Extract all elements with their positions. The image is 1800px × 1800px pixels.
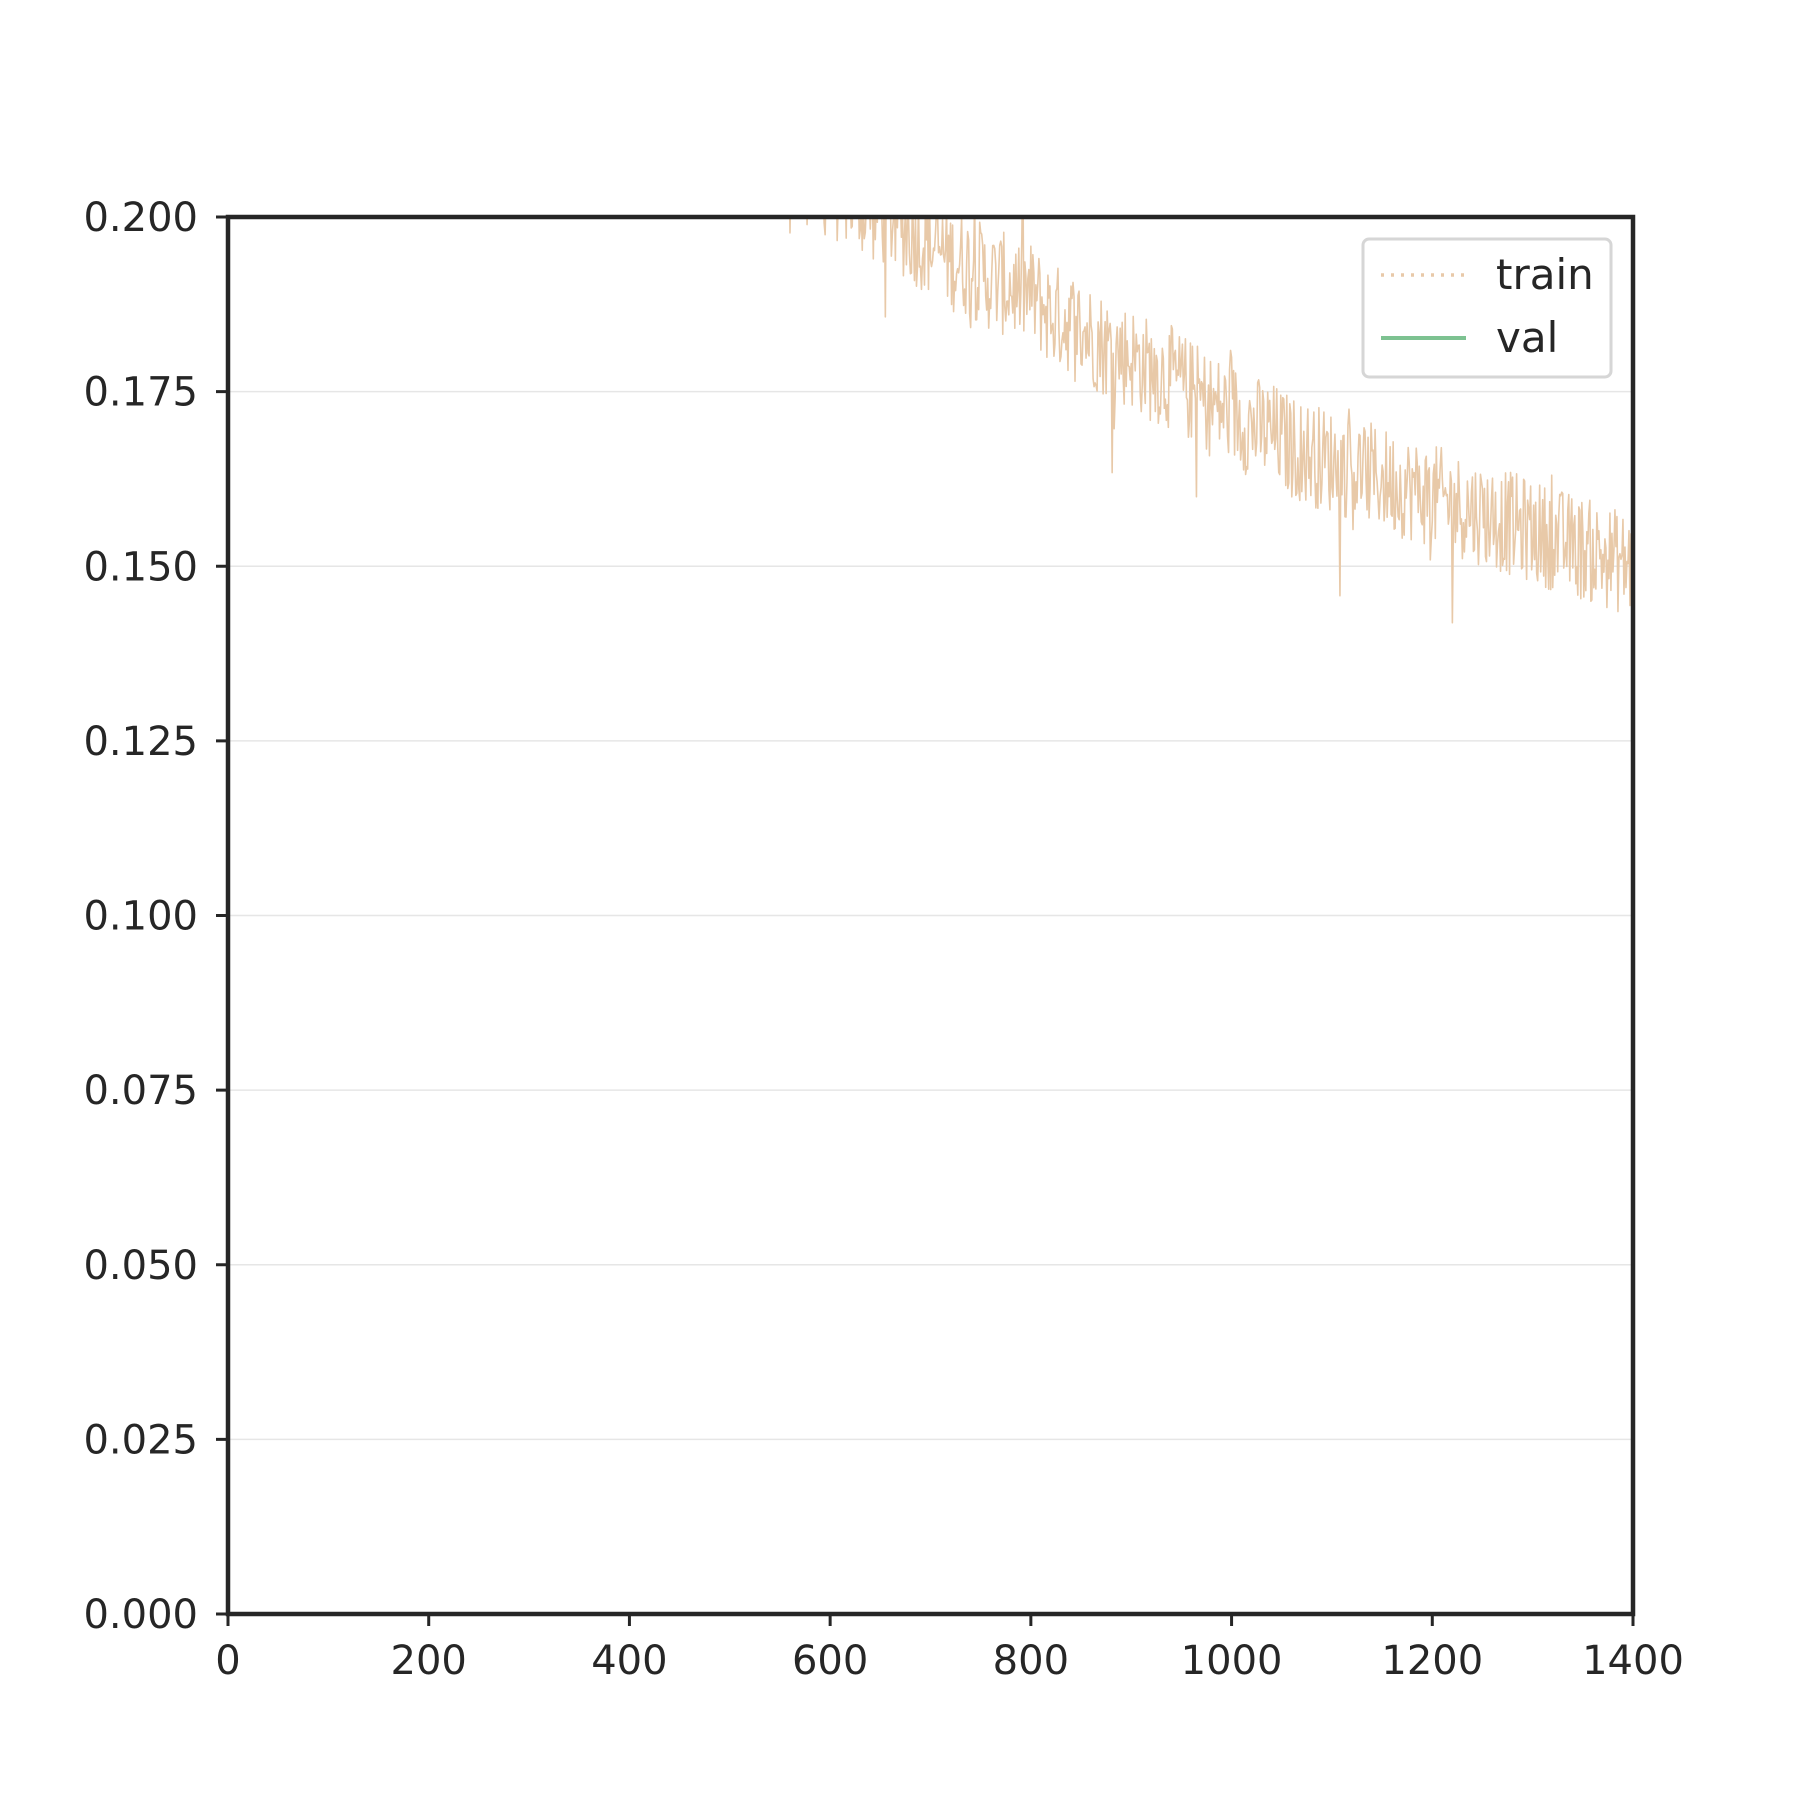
x-tick-label: 1400 <box>1582 1638 1684 1684</box>
x-tick-label: 400 <box>591 1638 667 1684</box>
y-tick-label: 0.025 <box>83 1417 198 1463</box>
y-tick-label: 0.175 <box>83 370 198 416</box>
legend-train-label: train <box>1496 250 1594 299</box>
series-layer <box>789 217 1633 624</box>
legend-frame <box>1361 237 1613 379</box>
y-tick-label: 0.100 <box>83 894 198 940</box>
series-line-train <box>789 217 1633 624</box>
x-tick-label: 1000 <box>1181 1638 1283 1684</box>
y-tick-label: 0.000 <box>83 1592 198 1638</box>
y-tick-label: 0.200 <box>83 195 198 241</box>
y-tick-label: 0.125 <box>83 719 198 765</box>
x-tick-label: 600 <box>792 1638 868 1684</box>
legend-val-label: val <box>1496 313 1558 362</box>
x-tick-label: 1200 <box>1381 1638 1483 1684</box>
y-tick-label: 0.075 <box>83 1068 198 1114</box>
grid-lines <box>228 390 1633 1441</box>
axis-ticks: 0.000 0.025 0.050 0.075 0.100 0.125 0.150 0.175… <box>83 195 1683 1684</box>
y-tick-label: 0.050 <box>83 1243 198 1289</box>
plot-area <box>789 217 1633 624</box>
legend: train val <box>1361 237 1613 379</box>
x-tick-label: 200 <box>391 1638 467 1684</box>
x-tick-label: 800 <box>993 1638 1069 1684</box>
y-tick-label: 0.150 <box>83 544 198 590</box>
x-tick-label: 0 <box>215 1638 240 1684</box>
